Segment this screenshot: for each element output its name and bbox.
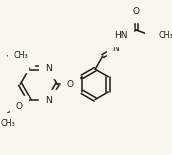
Text: CH₃: CH₃: [159, 31, 172, 40]
Text: HN: HN: [114, 31, 127, 40]
Text: O: O: [133, 7, 140, 16]
Text: O: O: [16, 102, 23, 111]
Text: N: N: [45, 64, 51, 73]
Text: CH₃: CH₃: [13, 51, 28, 60]
Text: N: N: [45, 96, 51, 105]
Text: O: O: [66, 80, 73, 89]
Text: O: O: [16, 58, 23, 67]
Text: N: N: [112, 44, 119, 53]
Text: CH₃: CH₃: [0, 119, 15, 128]
